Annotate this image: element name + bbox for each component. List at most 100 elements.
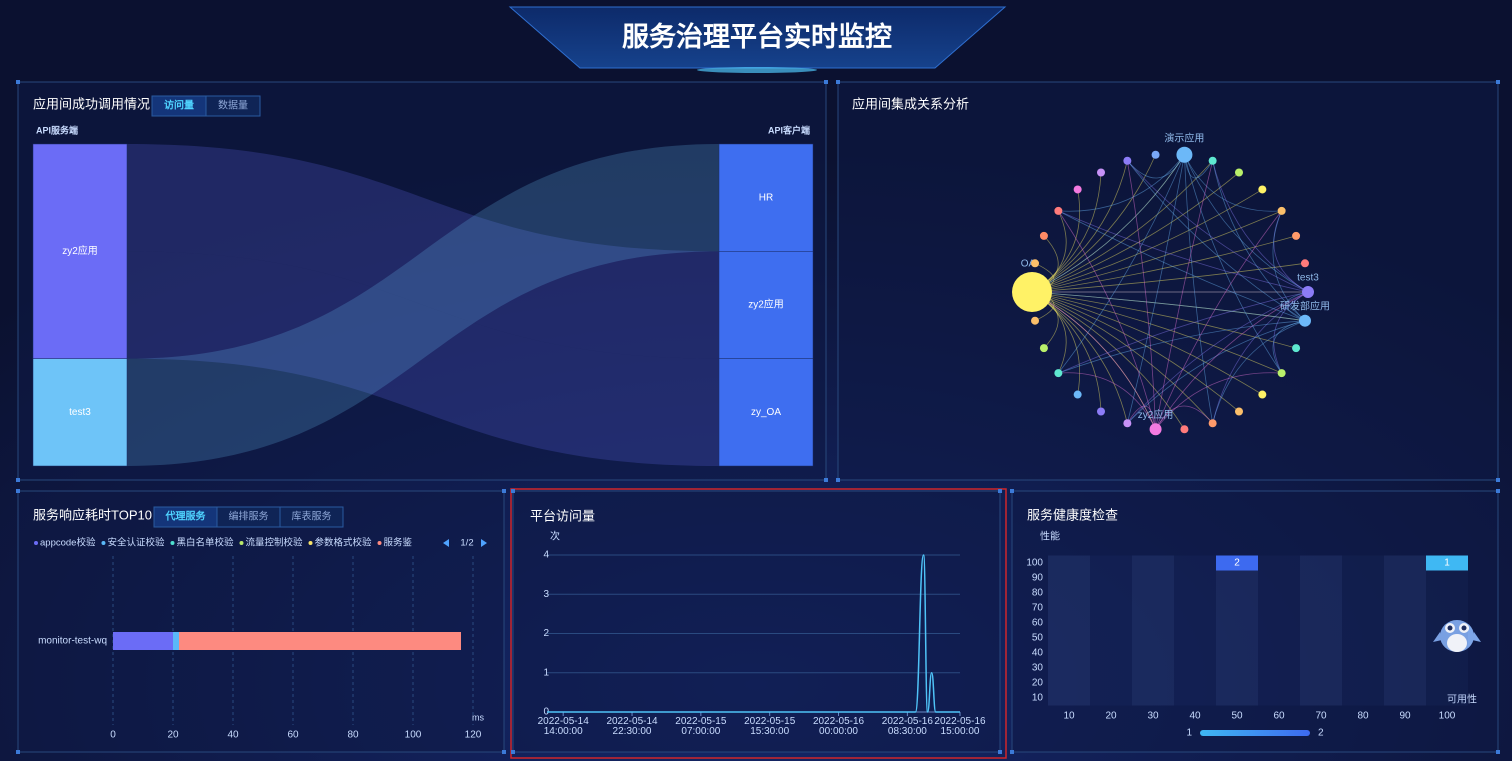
graph-edge <box>1031 172 1240 293</box>
graph-node[interactable] <box>1300 259 1309 268</box>
graph-edge <box>1058 291 1309 374</box>
graph-node[interactable] <box>1039 231 1048 240</box>
x-tick-label: 2022-05-14 14:00:00 <box>537 716 589 737</box>
graph-node[interactable] <box>1277 206 1286 215</box>
x-tick-label: 40 <box>227 730 239 741</box>
graph-edge <box>1031 291 1240 412</box>
graph-edge <box>1031 291 1213 424</box>
graph-edge <box>1272 320 1306 374</box>
column-stripe <box>1426 555 1468 706</box>
graph-node[interactable] <box>1073 185 1082 194</box>
legend-label[interactable]: 黑白名单校验 <box>176 537 234 549</box>
graph-node[interactable] <box>1054 369 1063 378</box>
sankey-link <box>127 144 719 359</box>
node-label: 演示应用 <box>1164 131 1204 144</box>
y-tick-label: 40 <box>1032 648 1044 659</box>
panel-title: 服务健康度检查 <box>1027 507 1118 522</box>
tab-label[interactable]: 编排服务 <box>229 510 269 523</box>
graph-node[interactable] <box>1054 206 1063 215</box>
graph-node[interactable] <box>1039 344 1048 353</box>
pager-prev[interactable] <box>443 539 449 547</box>
panel <box>17 490 505 753</box>
graph-node[interactable] <box>1031 259 1040 268</box>
graph-edge <box>1031 189 1263 293</box>
visual-map-bar[interactable] <box>1200 730 1310 736</box>
panel-corner <box>502 489 506 493</box>
x-tick-label: 2022-05-16 00:00:00 <box>812 716 865 737</box>
graph-node[interactable] <box>1180 425 1189 434</box>
y-tick-label: 2 <box>543 628 549 639</box>
legend-label[interactable]: 服务鉴 <box>384 537 413 549</box>
tab-label[interactable]: 代理服务 <box>165 510 207 523</box>
panel-corner <box>511 489 515 493</box>
legend-label[interactable]: appcode校验 <box>40 537 96 549</box>
tab[interactable] <box>279 506 344 528</box>
x-tick-label: 100 <box>1439 711 1456 722</box>
graph-node[interactable] <box>1292 231 1301 240</box>
x-tick-label: 0 <box>110 730 116 741</box>
panel-corner <box>16 489 20 493</box>
axis-unit: 次 <box>550 530 560 543</box>
panel-corner <box>16 80 20 84</box>
graph-edge <box>1058 320 1306 374</box>
graph-node[interactable] <box>1292 344 1301 353</box>
graph-node[interactable] <box>1123 419 1132 428</box>
y-tick-label: 70 <box>1032 603 1044 614</box>
graph-node[interactable] <box>1258 390 1267 399</box>
column-stripe <box>1300 555 1342 706</box>
x-tick-label: 2022-05-15 15:30:00 <box>744 716 796 737</box>
graph-node[interactable] <box>1235 168 1243 177</box>
graph-edge <box>1058 210 1309 293</box>
graph-node[interactable] <box>1176 146 1193 163</box>
tab-label[interactable]: 数据量 <box>218 99 248 112</box>
legend-label[interactable]: 流量控制校验 <box>245 537 303 549</box>
header-banner <box>508 6 1007 69</box>
tab-label[interactable]: 库表服务 <box>292 510 332 523</box>
legend-label[interactable]: 安全认证校验 <box>107 537 165 549</box>
graph-edge <box>1212 291 1309 424</box>
legend-label[interactable]: 参数格式校验 <box>315 537 373 549</box>
sankey-node <box>32 358 128 467</box>
graph-node[interactable] <box>1235 407 1243 416</box>
graph-node[interactable] <box>1151 150 1160 159</box>
graph-edge <box>1127 160 1306 322</box>
graph-edge <box>1184 154 1282 374</box>
graph-node[interactable] <box>1097 407 1105 416</box>
node-label: zy2应用 <box>1138 408 1174 421</box>
graph-edge <box>1031 291 1156 430</box>
graph-node[interactable] <box>1302 286 1314 298</box>
graph-node[interactable] <box>1208 156 1217 165</box>
graph-edge <box>1272 210 1306 321</box>
pager-next[interactable] <box>481 539 487 547</box>
panel-corner <box>824 80 828 84</box>
graph-edge <box>1155 160 1214 430</box>
graph-edge <box>1155 405 1213 430</box>
graph-edge <box>1127 405 1156 430</box>
tab-label[interactable]: 访问量 <box>164 99 194 112</box>
graph-node[interactable] <box>1031 316 1040 325</box>
graph-edge <box>1031 160 1213 293</box>
graph-node[interactable] <box>1149 423 1162 436</box>
graph-node[interactable] <box>1298 314 1311 327</box>
axis-name: API服务端 <box>36 124 78 135</box>
graph-node[interactable] <box>1012 272 1052 312</box>
graph-node[interactable] <box>1097 168 1105 177</box>
graph-node[interactable] <box>1208 419 1217 428</box>
visual-map-min: 1 <box>1186 728 1192 739</box>
graph-edge <box>1127 320 1306 424</box>
column-stripe <box>1216 555 1258 706</box>
graph-edge <box>1058 154 1185 374</box>
graph-node[interactable] <box>1073 390 1082 399</box>
graph-node[interactable] <box>1258 185 1267 194</box>
tab[interactable] <box>205 95 261 117</box>
legend-dot <box>239 541 244 545</box>
graph-node[interactable] <box>1277 369 1286 378</box>
panels <box>17 81 1499 753</box>
graph-edge <box>1212 160 1309 293</box>
cell-label: 1 <box>1444 558 1450 569</box>
graph-node[interactable] <box>1123 156 1132 165</box>
graph-edge <box>1126 160 1156 430</box>
panel-corner <box>16 478 20 482</box>
legend-dot <box>101 541 106 545</box>
panel <box>512 490 1001 753</box>
